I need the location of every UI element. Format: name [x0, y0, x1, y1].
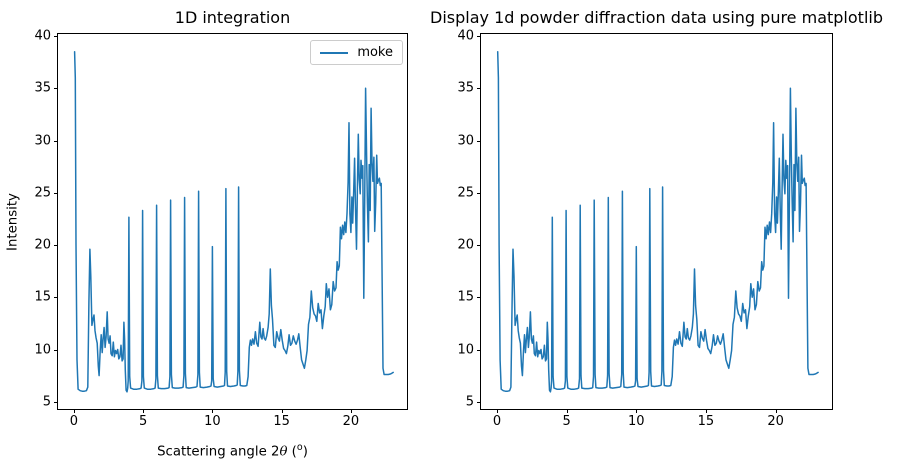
- x-tick-mark: [212, 409, 214, 413]
- y-tick-mark: [54, 297, 58, 299]
- x-tick-label: 20: [767, 414, 784, 429]
- x-axis-label-degree: o: [296, 442, 303, 453]
- y-tick-mark: [54, 401, 58, 403]
- x-tick-mark: [350, 409, 352, 413]
- y-tick-label: 35: [34, 80, 51, 96]
- y-tick-mark: [477, 349, 481, 351]
- y-tick-mark: [54, 88, 58, 90]
- x-tick-mark: [705, 409, 707, 413]
- y-tick-label: 30: [457, 133, 474, 148]
- x-tick-mark: [566, 409, 568, 413]
- legend: moke: [310, 40, 403, 65]
- x-tick-mark: [143, 409, 145, 413]
- plot-title-left: 1D integration: [174, 8, 291, 27]
- y-tick-label: 10: [34, 342, 51, 357]
- legend-line-sample: [320, 51, 349, 54]
- x-tick-label: 10: [204, 414, 221, 429]
- y-tick-mark: [477, 401, 481, 403]
- y-tick-label: 30: [34, 133, 51, 148]
- y-tick-label: 35: [457, 80, 474, 96]
- y-tick-mark: [54, 192, 58, 194]
- legend-label: moke: [357, 45, 393, 60]
- y-tick-label: 25: [34, 185, 51, 201]
- y-tick-mark: [54, 140, 58, 142]
- x-tick-mark: [775, 409, 777, 413]
- y-tick-label: 15: [34, 289, 51, 305]
- x-tick-mark: [281, 409, 283, 413]
- x-tick-label: 15: [697, 414, 715, 429]
- x-tick-label: 5: [139, 414, 148, 429]
- x-tick-label: 5: [562, 414, 571, 429]
- x-axis-label-theta: θ: [279, 444, 288, 460]
- x-axis-label: Scattering angle 2θ (o): [58, 442, 407, 459]
- y-tick-label: 20: [457, 237, 474, 253]
- y-tick-label: 15: [457, 289, 474, 305]
- y-axis-label-text: Intensity: [5, 192, 21, 251]
- moke-line: [496, 51, 819, 393]
- y-axis-label: Intensity: [6, 193, 21, 251]
- x-tick-label: 10: [628, 414, 645, 429]
- x-axis-label-paren-open: (: [287, 444, 297, 460]
- y-tick-mark: [54, 349, 58, 351]
- x-tick-label: 20: [342, 414, 360, 429]
- moke-line: [73, 51, 394, 393]
- axes-left: 1D integration Intensity Scattering angl…: [6, 8, 408, 459]
- y-tick-mark: [477, 36, 481, 38]
- x-tick-label: 0: [69, 414, 79, 429]
- y-tick-mark: [477, 88, 481, 90]
- y-tick-mark: [54, 36, 58, 38]
- plot-title-right: Display 1d powder diffraction data using…: [430, 8, 883, 27]
- y-tick-label: 5: [42, 394, 51, 410]
- y-tick-label: 40: [457, 28, 474, 44]
- y-tick-label: 20: [34, 237, 51, 253]
- x-tick-mark: [497, 409, 498, 413]
- y-tick-label: 5: [465, 394, 474, 410]
- y-tick-mark: [477, 245, 481, 246]
- axes-right: Display 1d powder diffraction data using…: [430, 8, 883, 428]
- x-tick-mark: [73, 409, 75, 413]
- y-tick-mark: [54, 245, 58, 246]
- plot-area: [496, 51, 819, 393]
- y-tick-mark: [477, 297, 481, 299]
- x-tick-mark: [636, 409, 638, 413]
- y-tick-label: 40: [34, 28, 51, 44]
- x-tick-label: 0: [492, 414, 502, 429]
- x-tick-label: 15: [273, 414, 290, 429]
- y-tick-label: 10: [457, 342, 474, 357]
- plot-area: [73, 51, 394, 393]
- y-tick-mark: [477, 140, 481, 142]
- y-tick-label: 25: [457, 185, 474, 201]
- y-tick-mark: [477, 192, 481, 194]
- x-axis-label-paren-close: ): [302, 444, 308, 460]
- x-axis-label-prefix: Scattering angle 2: [157, 444, 280, 460]
